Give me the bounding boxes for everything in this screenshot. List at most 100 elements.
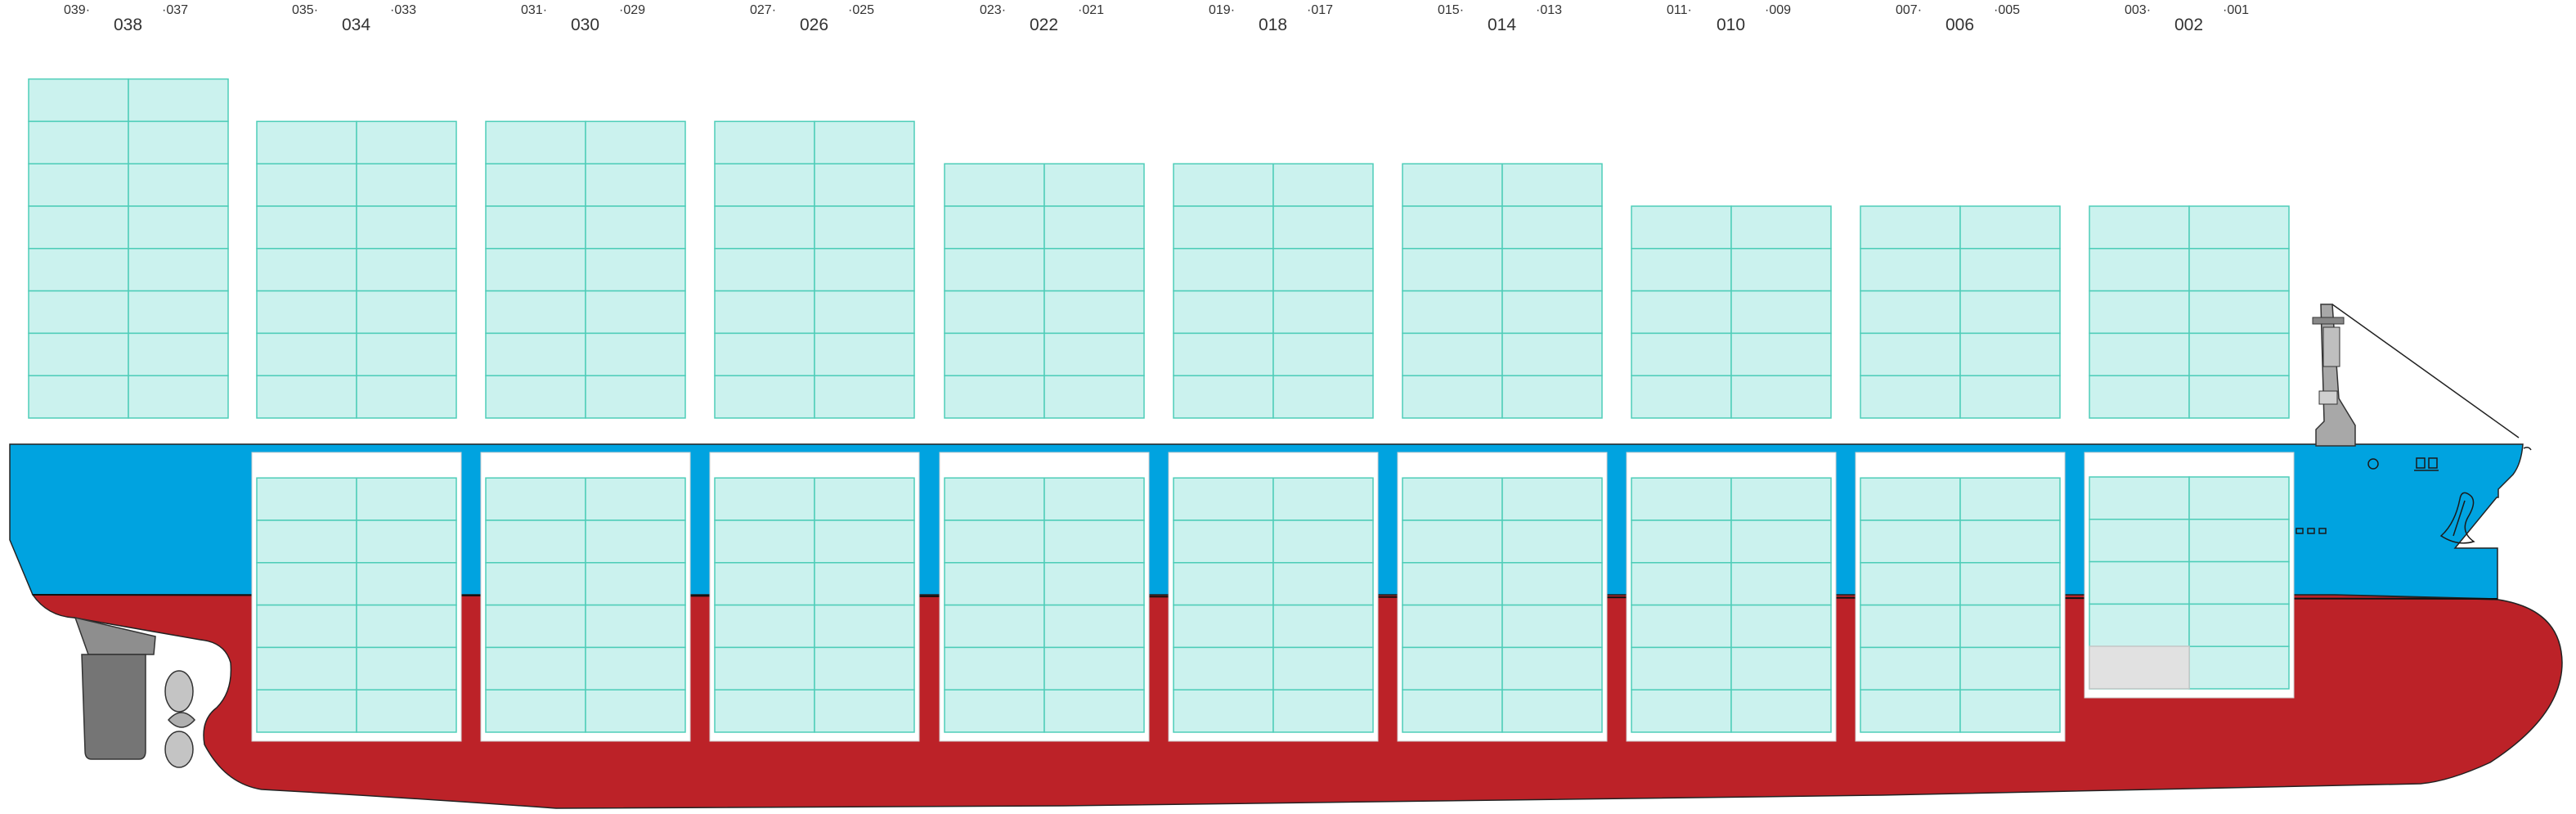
container-slot: [1272, 290, 1374, 335]
container-slot: [1730, 689, 1832, 733]
container-slot: [356, 205, 457, 250]
container-slot: [1631, 248, 1732, 292]
container-slot: [1959, 519, 2061, 564]
container-slot: [2188, 375, 2290, 419]
container-slot: [814, 375, 915, 419]
hawse-pipe-icon: [2367, 458, 2379, 470]
aft-bay-label: 015·: [1438, 3, 1465, 17]
container-slot: [1959, 248, 2061, 292]
bow-mark-icon: [2428, 457, 2438, 469]
container-slot: [814, 205, 915, 250]
container-slot: [485, 332, 586, 376]
container-slot: [2188, 248, 2290, 292]
container-slot: [2089, 603, 2190, 647]
container-slot: [1043, 689, 1145, 733]
container-slot: [28, 205, 129, 250]
container-slot: [1501, 646, 1603, 690]
container-slot: [944, 163, 1045, 207]
deck-stack-bay-006: [1860, 205, 2061, 419]
container-slot: [1272, 163, 1374, 207]
bay-label: 026: [800, 16, 829, 34]
container-slot: [1173, 205, 1274, 250]
container-slot: [2089, 205, 2190, 250]
aft-bay-label: 027·: [750, 3, 777, 17]
container-slot: [585, 477, 686, 521]
hold-stack-bay-006: [1860, 477, 2061, 733]
container-slot: [944, 375, 1045, 419]
container-slot: [485, 163, 586, 207]
container-slot: [1272, 477, 1374, 521]
container-slot: [28, 120, 129, 164]
container-slot: [1631, 646, 1732, 690]
container-slot: [2188, 645, 2290, 690]
container-slot: [1860, 332, 1961, 376]
container-slot: [1043, 519, 1145, 564]
bay-label: 018: [1259, 16, 1288, 34]
deck-stack-bay-018: [1173, 163, 1374, 419]
deck-stack-bay-002: [2089, 205, 2290, 419]
container-slot: [1272, 604, 1374, 649]
container-slot: [256, 519, 357, 564]
container-slot: [1272, 562, 1374, 606]
container-slot: [814, 477, 915, 521]
container-slot: [256, 120, 357, 164]
container-slot: [356, 562, 457, 606]
container-slot: [256, 646, 357, 690]
container-slot: [2089, 519, 2190, 563]
container-slot: [944, 519, 1045, 564]
container-slot: [28, 163, 129, 207]
container-slot: [485, 604, 586, 649]
bay-label: 010: [1717, 16, 1746, 34]
container-slot: [2089, 560, 2190, 605]
container-slot: [1402, 205, 1503, 250]
deck-stack-bay-014: [1402, 163, 1603, 419]
container-slot: [944, 332, 1045, 376]
container-slot: [1043, 163, 1145, 207]
container-slot: [1631, 519, 1732, 564]
container-slot: [1730, 375, 1832, 419]
container-slot: [714, 477, 815, 521]
container-slot: [944, 205, 1045, 250]
container-slot: [1860, 290, 1961, 335]
container-slot: [1959, 562, 2061, 606]
container-slot: [256, 689, 357, 733]
container-slot: [1173, 375, 1274, 419]
cargo-holds: [251, 452, 2295, 742]
container-slot: [1631, 375, 1732, 419]
container-slot: [1730, 290, 1832, 335]
container-slot: [1959, 332, 2061, 376]
container-slot: [2089, 290, 2190, 335]
container-slot: [814, 562, 915, 606]
container-slot: [1272, 375, 1374, 419]
container-slot: [2089, 375, 2190, 419]
container-slot: [1402, 689, 1503, 733]
container-slot: [1501, 163, 1603, 207]
container-slot: [585, 562, 686, 606]
aft-bay-label: 031·: [521, 3, 548, 17]
container-slot: [1860, 375, 1961, 419]
container-slot: [128, 78, 229, 123]
container-slot: [2188, 519, 2290, 563]
bridge-deck-box: [2318, 390, 2338, 405]
container-slot: [1043, 562, 1145, 606]
bow-details: [2296, 447, 2532, 544]
container-slot: [585, 120, 686, 164]
container-slot: [714, 332, 815, 376]
container-slot: [28, 332, 129, 376]
bridge-tower: [2315, 304, 2356, 447]
container-slot: [714, 248, 815, 292]
bay-label: 014: [1488, 16, 1517, 34]
container-slot: [128, 248, 229, 292]
container-slot: [128, 205, 229, 250]
container-slot: [585, 290, 686, 335]
container-slot: [256, 205, 357, 250]
container-slot: [1402, 375, 1503, 419]
fwd-bay-label: ·009: [1765, 3, 1792, 17]
container-slot: [485, 477, 586, 521]
container-slot: [1501, 375, 1603, 419]
container-slot: [585, 519, 686, 564]
container-slot: [1402, 604, 1503, 649]
container-slot: [1631, 562, 1732, 606]
propeller-blade-upper: [164, 670, 194, 713]
container-slot: [1730, 332, 1832, 376]
